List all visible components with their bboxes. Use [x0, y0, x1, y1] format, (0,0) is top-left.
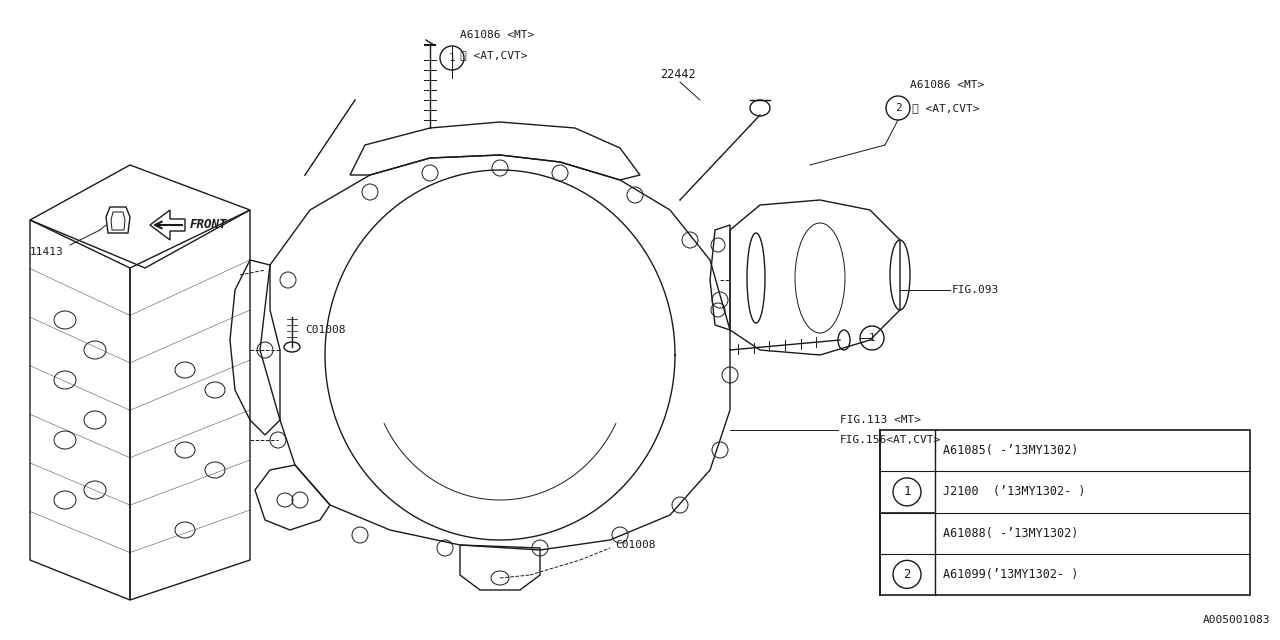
Text: J2100  (’13MY1302- ): J2100 (’13MY1302- ): [943, 485, 1085, 499]
Text: A61086 <MT>: A61086 <MT>: [460, 30, 534, 40]
Text: 1: 1: [869, 333, 876, 343]
Text: 11413: 11413: [29, 247, 64, 257]
Text: C01008: C01008: [305, 325, 346, 335]
Text: A61086 <MT>: A61086 <MT>: [910, 80, 984, 90]
Text: A61088( -’13MY1302): A61088( -’13MY1302): [943, 527, 1078, 540]
Text: FIG.093: FIG.093: [952, 285, 1000, 295]
Text: ② <AT,CVT>: ② <AT,CVT>: [911, 103, 979, 113]
Text: A61085( -’13MY1302): A61085( -’13MY1302): [943, 444, 1078, 457]
Text: FRONT: FRONT: [189, 218, 228, 232]
Text: 2: 2: [904, 568, 911, 581]
Text: FIG.113 <MT>: FIG.113 <MT>: [840, 415, 922, 425]
Text: 22442: 22442: [660, 68, 695, 81]
Text: A61099(’13MY1302- ): A61099(’13MY1302- ): [943, 568, 1078, 581]
Text: 2: 2: [895, 103, 901, 113]
Text: 1: 1: [904, 485, 911, 499]
Text: ① <AT,CVT>: ① <AT,CVT>: [460, 50, 527, 60]
Text: A005001083: A005001083: [1202, 615, 1270, 625]
Text: FIG.156<AT,CVT>: FIG.156<AT,CVT>: [840, 435, 941, 445]
Text: 1: 1: [448, 53, 456, 63]
Text: C01008: C01008: [614, 540, 655, 550]
